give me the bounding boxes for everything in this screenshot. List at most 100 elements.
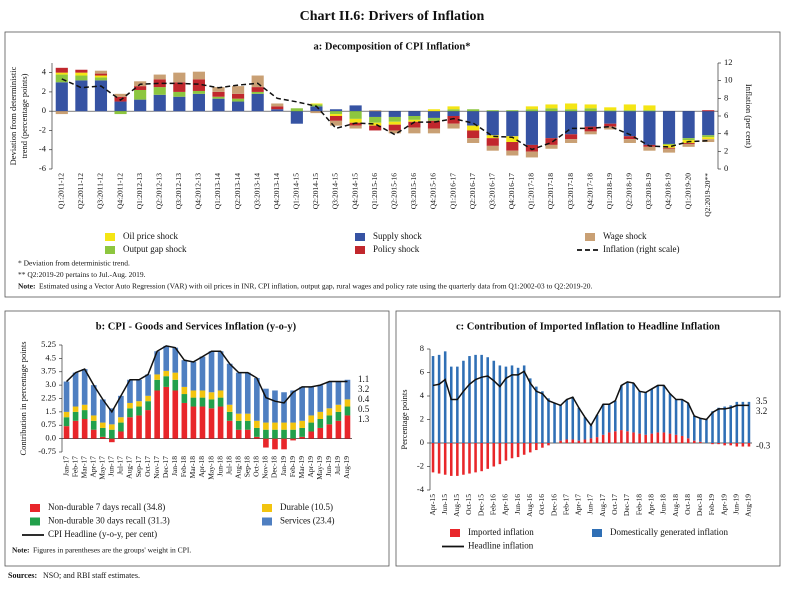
sources-label: Sources: — [8, 571, 37, 580]
tick-label: -0.75 — [38, 446, 56, 456]
bar — [134, 86, 147, 90]
bar — [55, 111, 68, 115]
tick-label: -2 — [39, 124, 46, 134]
chart-title: c: Contribution of Imported Inflation to… — [456, 321, 720, 332]
bar — [317, 419, 324, 428]
bar — [114, 93, 127, 97]
x-tick-label: Feb-18 — [179, 456, 188, 477]
bar — [192, 71, 205, 80]
bar — [127, 402, 133, 409]
bar — [199, 356, 206, 391]
bar — [310, 111, 323, 114]
bar — [577, 407, 581, 441]
bar — [290, 422, 296, 430]
x-tick-label: Nov-17 — [152, 456, 161, 479]
bar — [447, 123, 460, 129]
bar — [326, 408, 333, 416]
tick-label: 8 — [724, 92, 728, 102]
bar — [427, 128, 441, 134]
bar — [181, 360, 188, 387]
bar — [63, 381, 70, 412]
x-tick-label: Aug-15 — [452, 494, 461, 517]
bar — [163, 376, 170, 387]
x-tick-label: Q1:2012-13 — [135, 173, 144, 209]
x-tick-label: Q1:2011-12 — [57, 173, 66, 209]
bar — [623, 136, 636, 140]
x-tick-label: Jun-15 — [440, 494, 449, 515]
bar — [190, 406, 197, 439]
bar — [662, 385, 666, 433]
bar — [535, 443, 538, 451]
tick-label: -4 — [417, 484, 425, 494]
x-tick-label: Q3:2013-14 — [252, 173, 261, 209]
bar — [686, 403, 690, 439]
bar — [644, 434, 647, 443]
bar — [94, 70, 108, 74]
tick-label: 0 — [724, 163, 728, 173]
legend-label: Inflation (right scale) — [603, 244, 679, 254]
bar — [674, 434, 678, 443]
x-tick-label: Q3:2011-12 — [96, 173, 105, 209]
bar — [344, 379, 351, 400]
tick-label: 2.25 — [41, 392, 56, 402]
bar — [492, 443, 496, 467]
legend-label: Domestically generated inflation — [610, 527, 728, 537]
bar — [299, 386, 305, 421]
bar — [192, 90, 205, 94]
bar — [693, 415, 696, 441]
bar — [541, 443, 544, 448]
bar — [55, 82, 68, 112]
bar — [623, 139, 636, 143]
bar — [271, 106, 284, 110]
bar — [349, 125, 362, 129]
bar — [571, 397, 575, 440]
bar — [244, 420, 251, 430]
bar — [118, 422, 124, 432]
bar — [344, 399, 351, 407]
bar — [620, 385, 623, 431]
bar — [154, 390, 160, 439]
bar — [136, 379, 142, 402]
bar — [656, 385, 660, 433]
tick-label: 5.25 — [41, 339, 56, 349]
x-tick-label: Q1:2018-19 — [605, 173, 614, 209]
bar — [254, 377, 260, 421]
bar — [547, 443, 550, 446]
bar — [528, 378, 532, 443]
bar — [109, 429, 115, 439]
bar — [349, 111, 362, 119]
bar — [747, 401, 751, 443]
bar — [127, 408, 133, 418]
x-tick-label: Dec-18 — [695, 494, 704, 516]
tick-label: 0.0 — [45, 433, 56, 443]
bar — [408, 116, 421, 120]
bar — [525, 106, 538, 110]
bar — [662, 144, 676, 148]
bar — [431, 443, 435, 473]
panel-b-frame — [4, 310, 390, 567]
bar — [486, 357, 489, 443]
x-tick-label: Q1:2019-20 — [683, 173, 692, 209]
x-tick-label: Q4:2018-19 — [664, 173, 673, 209]
bar — [528, 443, 532, 453]
bar — [486, 135, 499, 139]
bar — [81, 404, 88, 411]
bar — [181, 402, 188, 439]
x-tick-label: Q3:2015-16 — [409, 173, 418, 209]
bar — [317, 385, 324, 412]
bar — [90, 420, 97, 430]
bar — [589, 425, 593, 439]
x-tick-label: Feb-18 — [634, 494, 643, 515]
end-value-label: 3.2 — [358, 384, 369, 394]
bar — [114, 101, 127, 112]
legend-label: Durable (10.5) — [280, 502, 333, 512]
bar — [427, 117, 441, 121]
bar — [504, 366, 508, 443]
bar — [623, 111, 636, 137]
bar — [329, 109, 343, 112]
bar — [723, 406, 726, 443]
bar — [199, 406, 206, 439]
bar — [522, 365, 526, 443]
bar — [317, 427, 324, 439]
bar — [136, 415, 142, 439]
